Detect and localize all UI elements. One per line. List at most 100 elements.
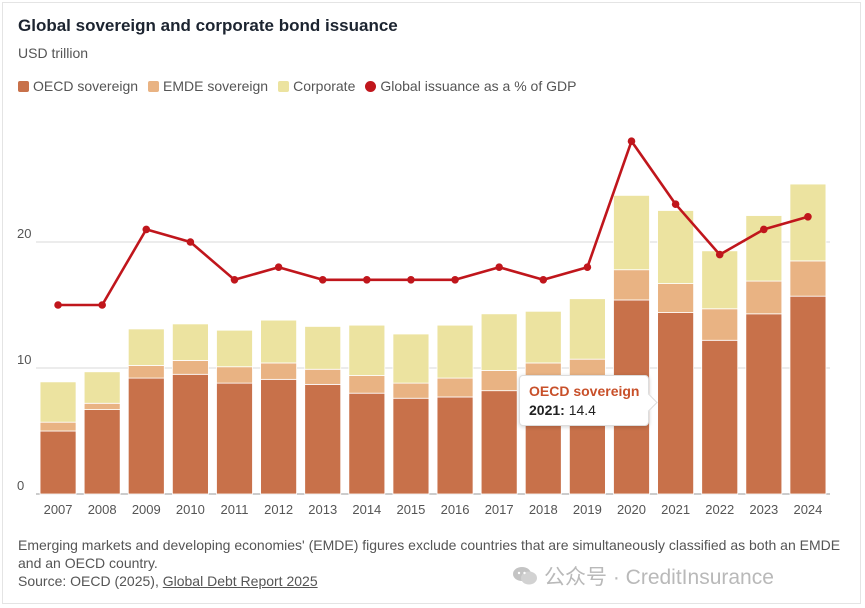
bar-emde-sovereign (480, 370, 518, 392)
line-point (627, 137, 636, 145)
x-tick-label: 2021 (661, 502, 690, 517)
chart-subtitle: USD trillion (18, 45, 89, 61)
bar-oecd-sovereign (39, 430, 77, 495)
tooltip-year: 2021: (529, 402, 565, 418)
line-point (760, 225, 768, 234)
line-point (54, 301, 62, 309)
bar-oecd-sovereign (216, 382, 253, 495)
bar-oecd-sovereign (83, 409, 121, 495)
legend-swatch (278, 80, 290, 92)
footnote-note: Emerging markets and developing economie… (18, 537, 841, 571)
bar-corporate (83, 371, 121, 404)
bar-emde-sovereign (436, 377, 474, 398)
bar-emde-sovereign (657, 283, 695, 313)
bar-emde-sovereign (304, 368, 342, 385)
line-point (230, 276, 239, 284)
bar-corporate (127, 328, 165, 366)
line-point (274, 263, 283, 272)
line-point (186, 238, 195, 246)
x-tick-label: 2022 (705, 502, 734, 517)
footnote-source: Source: OECD (2025), Global Debt Report … (18, 572, 858, 590)
x-tick-label: 2010 (176, 502, 205, 517)
x-tick-label: 2020 (617, 502, 646, 517)
x-tick-label: 2017 (485, 502, 514, 517)
bar-emde-sovereign (171, 360, 209, 375)
bar-corporate (613, 194, 650, 271)
bar-oecd-sovereign (657, 312, 695, 495)
x-tick-label: 2023 (749, 502, 778, 517)
bar-emde-sovereign (260, 362, 298, 380)
legend-swatch (365, 80, 377, 92)
x-tick-label: 2019 (573, 502, 602, 517)
x-tick-label: 2012 (264, 502, 293, 517)
x-tick-label: 2015 (396, 502, 425, 517)
x-tick-label: 2009 (132, 502, 161, 517)
tooltip: OECD sovereign 2021: 14.4 (519, 375, 650, 426)
legend-label: OECD sovereign (33, 78, 139, 94)
bar-corporate (701, 250, 739, 310)
bar-emde-sovereign (392, 382, 430, 399)
line-point (407, 276, 415, 284)
bar-corporate (524, 310, 562, 364)
wechat-icon (512, 566, 538, 586)
legend-item-oecd-sovereign[interactable]: OECD sovereign (18, 78, 138, 94)
source-prefix: Source: OECD (2025), (18, 573, 163, 589)
legend-item-corporate[interactable]: Corporate (278, 78, 355, 94)
bar-corporate (39, 381, 77, 423)
legend-item-emde-sovereign[interactable]: EMDE sovereign (148, 78, 268, 94)
legend-label: Corporate (293, 78, 356, 94)
legend-item-gdp-share[interactable]: Global issuance as a % of GDP (365, 78, 576, 94)
bar-oecd-sovereign (348, 392, 386, 495)
x-tick-label: 2018 (529, 502, 558, 517)
bar-corporate (568, 298, 606, 360)
bar-corporate (657, 210, 695, 284)
bar-corporate (348, 324, 386, 376)
x-tick-label: 2011 (221, 502, 249, 517)
line-point (539, 276, 548, 284)
legend-swatch (148, 80, 160, 92)
bar-emde-sovereign (216, 366, 253, 384)
legend-swatch (18, 80, 29, 92)
line-point (142, 225, 151, 234)
bar-oecd-sovereign (436, 396, 474, 495)
bar-emde-sovereign (701, 308, 739, 341)
bar-corporate (260, 319, 298, 364)
bar-emde-sovereign (348, 375, 386, 394)
bar-corporate (304, 326, 342, 370)
bar-oecd-sovereign (745, 313, 783, 495)
bar-emde-sovereign (83, 402, 121, 410)
bar-corporate (789, 183, 827, 262)
x-tick-label: 2016 (441, 502, 470, 517)
x-tick-label: 2024 (793, 502, 822, 517)
line-point (318, 276, 327, 284)
bar-emde-sovereign (39, 421, 77, 432)
x-tick-label: 2008 (88, 502, 117, 517)
source-link[interactable]: Global Debt Report 2025 (162, 573, 318, 589)
line-point (671, 200, 680, 208)
x-tick-label: 2014 (352, 502, 381, 517)
bar-oecd-sovereign (171, 373, 209, 495)
line-point (804, 213, 812, 221)
bar-corporate (480, 313, 518, 371)
bar-emde-sovereign (127, 365, 165, 379)
footnote: Emerging markets and developing economie… (18, 536, 858, 590)
tooltip-series: OECD sovereign (529, 383, 640, 399)
bar-corporate (216, 329, 253, 368)
bar-oecd-sovereign (701, 339, 739, 495)
chart-title: Global sovereign and corporate bond issu… (18, 16, 398, 35)
line-point (495, 263, 503, 272)
legend: OECD sovereign EMDE sovereign Corporate … (18, 78, 586, 94)
x-tick-label: 2013 (308, 502, 337, 517)
bar-oecd-sovereign (392, 397, 430, 495)
line-point (583, 263, 592, 272)
bar-oecd-sovereign (789, 295, 827, 495)
bar-corporate (392, 333, 430, 384)
watermark-text: 公众号 · CreditInsurance (544, 566, 774, 589)
y-tick-label: 10 (17, 352, 31, 367)
legend-label: EMDE sovereign (163, 78, 269, 94)
tooltip-value: 14.4 (568, 402, 596, 418)
bar-oecd-sovereign (304, 383, 342, 495)
bar-corporate (436, 324, 474, 379)
